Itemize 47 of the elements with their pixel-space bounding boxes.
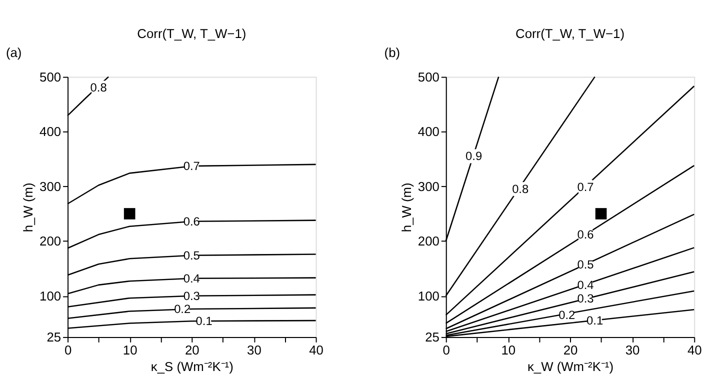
chart-title: Corr(T_W, T_W−1) [516, 26, 624, 42]
annotation: 0.2 [558, 308, 576, 322]
x-tick-label: 30 [247, 342, 262, 358]
chart-title: Corr(T_W, T_W−1) [137, 26, 246, 42]
y-tick-label: 400 [40, 124, 62, 140]
y-tick-label: 200 [418, 234, 440, 249]
y-tick-label: 100 [40, 288, 62, 304]
annotation: 0.6 [577, 228, 594, 242]
x-tick-label: 40 [687, 342, 702, 358]
text: (a) [6, 44, 22, 60]
y-tick-label: 25 [425, 329, 440, 344]
y-tick-label: 500 [418, 69, 440, 84]
x-tick-label: 20 [184, 342, 200, 358]
annotation: 0.4 [577, 278, 594, 292]
annotation: 0.8 [512, 182, 529, 196]
y-axis-title: h_W (m) [20, 182, 36, 232]
annotation: 0.1 [196, 314, 213, 328]
y-tick-label: 300 [418, 178, 440, 194]
annotation: 0.4 [183, 271, 200, 286]
y-tick-label: 300 [40, 178, 62, 194]
x-tick-label: 0 [442, 342, 450, 358]
x-axis-title: κ_S (Wm⁻²K⁻¹) [150, 359, 234, 374]
annotation: 0.7 [577, 180, 594, 194]
x-tick-label: 40 [309, 342, 324, 358]
x-axis-title: κ_W (Wm⁻²K⁻¹) [527, 359, 614, 374]
text: (b) [384, 44, 400, 60]
annotation: 0.2 [174, 302, 191, 316]
x-tick-label: 10 [122, 342, 138, 358]
annotation: 0.5 [577, 258, 594, 272]
annotation: 0.3 [183, 288, 200, 303]
annotation: 0.6 [183, 214, 200, 228]
annotation: 0.9 [466, 149, 482, 164]
x-tick-label: 10 [501, 342, 516, 358]
y-tick-label: 25 [46, 329, 62, 344]
y-axis-title: h_W (m) [398, 182, 414, 232]
y-tick-label: 500 [40, 69, 62, 84]
annotation: 0.8 [90, 80, 108, 95]
annotation: 0.7 [183, 159, 200, 174]
annotation: 0.3 [577, 292, 594, 306]
x-tick-label: 30 [625, 342, 640, 358]
annotation: 0.5 [183, 248, 200, 262]
annotation: 0.1 [586, 314, 604, 328]
x-tick-label: 20 [563, 342, 578, 358]
y-tick-label: 100 [418, 288, 440, 304]
y-tick-label: 200 [40, 234, 62, 249]
y-tick-label: 400 [418, 124, 440, 140]
x-tick-label: 0 [64, 342, 72, 358]
